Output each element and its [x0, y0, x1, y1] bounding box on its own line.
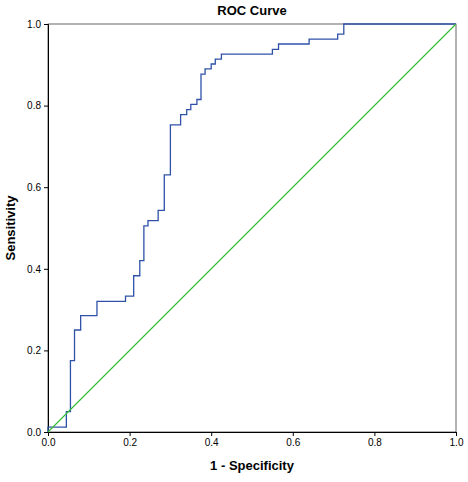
tick: 0.2 [27, 345, 48, 356]
tick: 1.0 [27, 19, 48, 30]
tick-label: 0.8 [27, 100, 41, 111]
tick-label: 0.0 [27, 427, 41, 438]
tick: 1.0 [450, 432, 464, 448]
title: ROC Curve [217, 3, 286, 18]
tick-label: 0.2 [27, 345, 41, 356]
tick: 0.6 [27, 182, 48, 193]
tick: 0.0 [42, 432, 56, 448]
axis-line [49, 433, 457, 437]
tick-mark [44, 187, 48, 188]
y-axis: 0.0 0.2 0.4 0.6 0.8 1.0 [27, 19, 48, 438]
plot: 0.0 0.2 0.4 0.6 0.8 1.0 0.0 0.2 0.4 0.6 0.8 1.0 [27, 19, 464, 448]
tick-label: 1.0 [27, 19, 41, 30]
tick: 0.0 [27, 427, 48, 438]
tick-label: 0.6 [286, 437, 300, 448]
tick: 0.6 [286, 432, 300, 448]
tick-label: 0.6 [27, 182, 41, 193]
tick: 0.8 [368, 432, 382, 448]
tick-mark [374, 432, 375, 436]
line [48, 24, 456, 432]
tick-label: 0.8 [368, 437, 382, 448]
x-axis-title: 1 - Specificity [210, 458, 295, 473]
tick-mark [130, 432, 131, 436]
tick-label: 0.0 [42, 437, 56, 448]
data-lines [48, 24, 456, 432]
tick-mark [44, 106, 48, 107]
chart: 0.0 0.2 0.4 0.6 0.8 1.0 0.0 0.2 0.4 0.6 0.8 1.0 ROC … [0, 0, 468, 482]
tick: 0.2 [123, 432, 137, 448]
tick-mark [456, 432, 457, 436]
tick-mark [44, 350, 48, 351]
line [48, 24, 456, 432]
tick-mark [293, 432, 294, 436]
x-axis: 0.0 0.2 0.4 0.6 0.8 1.0 [42, 432, 464, 448]
tick-label: 0.4 [27, 264, 41, 275]
tick-mark [211, 432, 212, 436]
plot-frame [48, 24, 456, 432]
tick-label: 0.2 [123, 437, 137, 448]
y-axis-title: Sensitivity [3, 195, 18, 261]
axis-line [44, 25, 49, 433]
tick: 0.4 [27, 264, 48, 275]
tick-mark [44, 269, 48, 270]
tick-label: 1.0 [450, 437, 464, 448]
tick-mark [44, 432, 48, 433]
tick: 0.4 [205, 432, 219, 448]
tick: 0.8 [27, 100, 48, 111]
tick-label: 0.4 [205, 437, 219, 448]
tick-mark [44, 24, 48, 25]
